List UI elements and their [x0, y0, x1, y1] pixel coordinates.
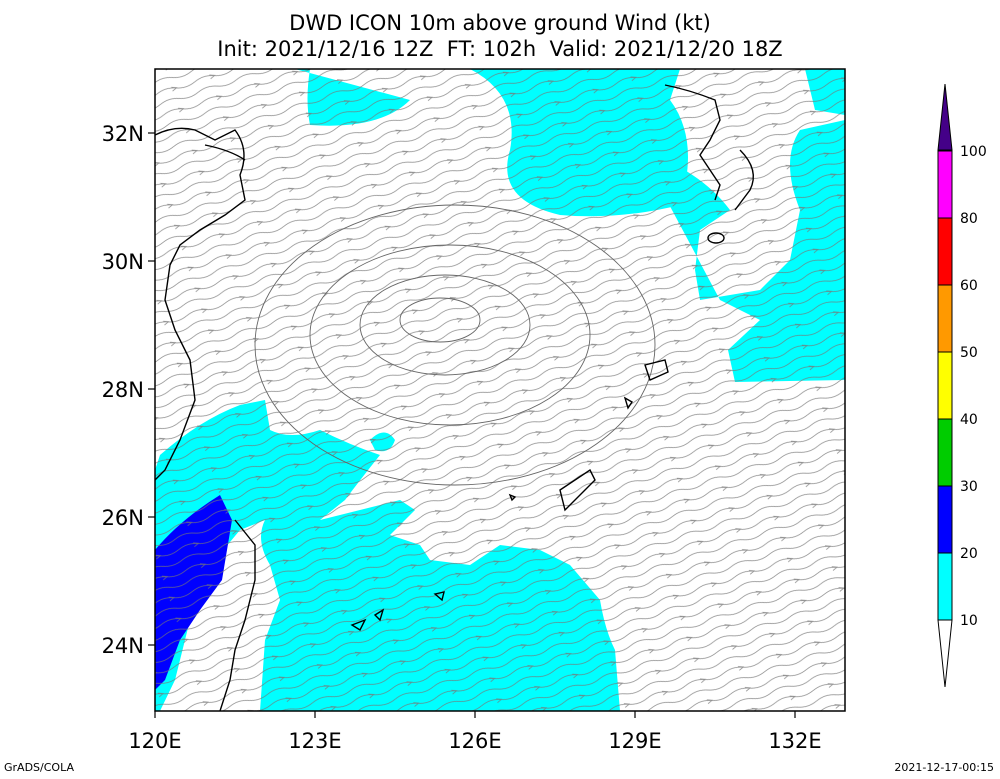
colorbar-label: 10: [960, 613, 978, 629]
colorbar-label: 40: [960, 412, 978, 428]
lat-label: 24N: [102, 634, 144, 658]
cyclone-spiral: [254, 204, 656, 486]
colorbar-lower-arrow: [937, 619, 953, 688]
lon-label: 132E: [768, 729, 821, 753]
colorbar-label: 50: [960, 345, 978, 361]
colorbar-upper-arrow: [937, 83, 953, 151]
coastlines: [155, 84, 754, 711]
colorbar-label: 80: [960, 211, 978, 227]
lat-label: 30N: [102, 250, 144, 274]
map-title: DWD ICON 10m above ground Wind (kt): [289, 11, 711, 35]
longitude-axis: 120E 123E 126E 129E 132E: [128, 711, 822, 753]
colorbar-swatch: [937, 418, 953, 487]
lat-label: 26N: [102, 506, 144, 530]
map-frame: [154, 68, 846, 712]
colorbar-label: 60: [960, 278, 978, 294]
colorbar-swatch: [937, 217, 953, 286]
colorbar-swatch: [937, 552, 953, 621]
colorbar-swatch: [937, 284, 953, 353]
lon-label: 123E: [288, 729, 341, 753]
colorbar-label: 100: [960, 144, 987, 160]
streamlines: [155, 69, 845, 711]
latitude-axis: 32N 30N 28N 26N 24N: [102, 122, 155, 658]
colorbar: 10 20 30 40 50 60 80 100: [937, 83, 987, 688]
colorbar-swatch: [937, 150, 953, 219]
lon-label: 126E: [448, 729, 501, 753]
footer-timestamp: 2021-12-17-00:15: [894, 761, 994, 774]
colorbar-label: 30: [960, 479, 978, 495]
lon-label: 129E: [608, 729, 661, 753]
map-subtitle: Init: 2021/12/16 12Z FT: 102h Valid: 202…: [217, 37, 783, 61]
lon-label: 120E: [128, 729, 181, 753]
colorbar-swatch: [937, 485, 953, 554]
footer-credit: GrADS/COLA: [4, 761, 74, 774]
colorbar-swatch: [937, 351, 953, 420]
lat-label: 32N: [102, 122, 144, 146]
lat-label: 28N: [102, 378, 144, 402]
colorbar-label: 20: [960, 546, 978, 562]
